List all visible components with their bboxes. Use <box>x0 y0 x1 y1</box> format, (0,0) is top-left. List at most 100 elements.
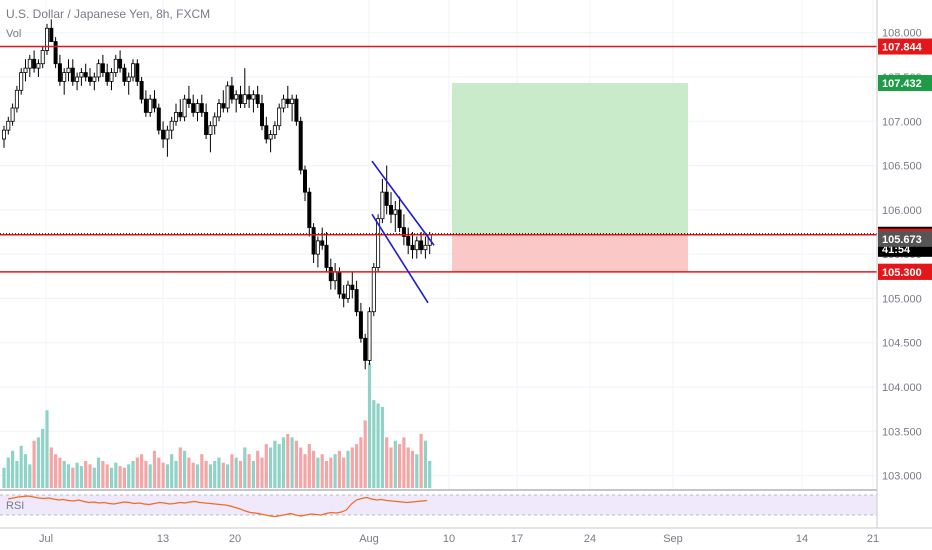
candle-body <box>130 63 135 78</box>
candle-body <box>186 98 191 104</box>
candle-body <box>105 72 110 82</box>
volume-bar <box>36 437 40 488</box>
candle-body <box>315 240 320 255</box>
candle-body <box>307 191 312 228</box>
volume-bar <box>303 454 307 488</box>
candle-body <box>401 227 406 237</box>
candle-body <box>6 120 11 131</box>
volume-bar <box>84 460 88 488</box>
time-tick-label: 20 <box>229 533 241 545</box>
price-label: 105.300 <box>882 267 922 279</box>
candle-body <box>358 311 363 339</box>
candle-body <box>384 191 389 206</box>
volume-bar <box>402 437 406 488</box>
time-axis[interactable]: Jul 13 20 Aug 10 17 24 Sep 14 21 <box>0 527 932 545</box>
candle-body <box>109 72 114 82</box>
candle-body <box>251 94 256 100</box>
candle-body <box>19 72 24 91</box>
candle-body <box>294 98 299 122</box>
candle-body <box>53 41 58 65</box>
candle-body <box>143 98 148 113</box>
volume-bar <box>367 363 372 488</box>
candle-body <box>182 98 187 118</box>
candle-body <box>216 103 221 118</box>
candle-body <box>79 72 84 78</box>
rsi-band <box>0 495 877 515</box>
volume-bar <box>376 403 380 488</box>
candle-body <box>406 236 411 246</box>
candle-body <box>298 120 303 171</box>
price-label: 105.673 <box>882 234 922 246</box>
candle-body <box>66 67 71 73</box>
candle-body <box>10 107 15 122</box>
candle-body <box>371 267 376 313</box>
price-tick-label: 103.500 <box>882 426 922 438</box>
time-tick-label: 17 <box>511 533 523 545</box>
volume-bar <box>217 457 221 488</box>
volume-bars <box>2 363 432 488</box>
volume-bar <box>41 428 45 488</box>
candle-body <box>229 85 234 100</box>
candle-body <box>118 58 123 69</box>
candle-body <box>285 98 290 104</box>
volume-bar <box>161 462 165 488</box>
time-tick-label: 21 <box>867 533 879 545</box>
volume-bar <box>62 460 66 488</box>
volume-bar <box>286 433 290 488</box>
volume-bar <box>419 433 423 488</box>
candle-body <box>247 94 252 100</box>
volume-bar <box>208 464 212 488</box>
candle-body <box>208 125 213 135</box>
volume-bar <box>299 447 303 488</box>
candle-body <box>195 103 200 113</box>
time-tick-label: Aug <box>359 533 379 545</box>
volume-bar <box>423 440 427 488</box>
volume-bar <box>105 464 109 488</box>
candle-body <box>324 244 329 268</box>
volume-bar <box>71 467 75 488</box>
volume-bar <box>131 460 135 488</box>
candle-body <box>152 98 157 109</box>
candle-body <box>337 271 342 295</box>
volume-bar <box>157 457 161 488</box>
volume-bar <box>247 454 251 488</box>
volume-bar <box>174 460 178 488</box>
candle-body <box>268 134 273 140</box>
price-axis[interactable]: 103.000103.500104.000104.500105.000105.5… <box>876 0 932 528</box>
volume-bar <box>54 454 58 488</box>
volume-bar <box>230 454 234 488</box>
volume-bar <box>58 457 62 488</box>
price-label-bg <box>878 38 932 55</box>
candles <box>2 19 432 370</box>
volume-bar <box>66 464 71 488</box>
candle-body <box>281 98 286 109</box>
price-label-bg <box>878 230 932 247</box>
candle-body <box>83 72 88 78</box>
price-tick-label: 108.000 <box>882 28 922 40</box>
price-label: 107.844 <box>882 42 923 54</box>
volume-bar <box>79 466 83 488</box>
volume-bar <box>312 450 316 488</box>
volume-bar <box>152 450 157 488</box>
candle-body <box>259 103 264 127</box>
volume-bar <box>363 420 367 488</box>
volume-bar <box>294 440 298 488</box>
volume-bar <box>191 462 195 488</box>
volume-bar <box>23 454 28 488</box>
price-label-bg <box>878 75 932 92</box>
candle-body <box>302 169 307 193</box>
rsi-pane <box>0 489 877 518</box>
candle-body <box>363 337 368 361</box>
volume-bar <box>122 467 126 488</box>
volume-bar <box>406 447 410 488</box>
position-box <box>452 83 688 272</box>
candle-body <box>45 27 50 51</box>
candle-body <box>341 293 346 299</box>
volume-bar <box>398 444 402 488</box>
rsi-label: RSI <box>6 500 25 512</box>
candle-body <box>156 107 161 131</box>
candle-body <box>88 76 93 82</box>
volume-bar <box>277 444 281 488</box>
volume-bar <box>75 462 79 488</box>
